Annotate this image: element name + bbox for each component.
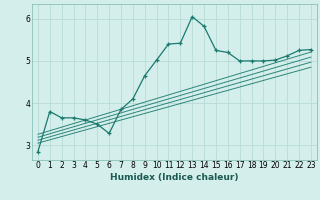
- X-axis label: Humidex (Indice chaleur): Humidex (Indice chaleur): [110, 173, 239, 182]
